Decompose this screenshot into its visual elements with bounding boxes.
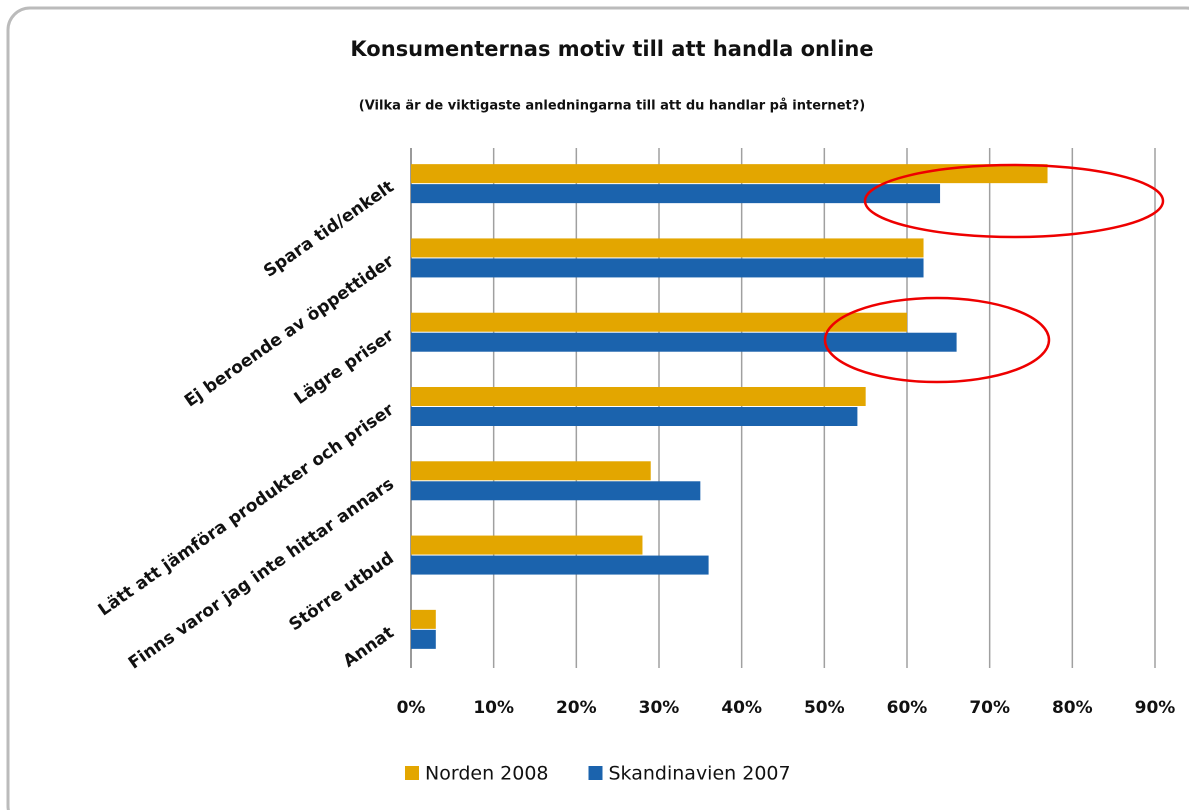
x-tick-label: 70% <box>969 698 1010 718</box>
legend-swatch <box>405 766 419 780</box>
bar <box>411 609 436 629</box>
bar <box>411 535 643 555</box>
x-tick-label: 40% <box>721 698 762 718</box>
chart-title: Konsumenternas motiv till att handla onl… <box>350 37 873 61</box>
bar <box>411 258 924 278</box>
x-tick-label: 60% <box>887 698 928 718</box>
highlight-ellipse <box>823 296 1051 384</box>
x-tick-label: 50% <box>804 698 845 718</box>
bar <box>411 184 941 204</box>
legend-swatch <box>588 766 603 780</box>
bar <box>411 164 1048 184</box>
bar <box>411 312 907 332</box>
x-tick-label: 10% <box>473 698 514 718</box>
bar <box>411 461 651 481</box>
bar <box>411 332 957 352</box>
x-tick-label: 0% <box>397 698 426 718</box>
x-tick-label: 80% <box>1052 698 1093 718</box>
legend-label: Norden 2008 <box>425 763 549 785</box>
legend-label: Skandinavien 2007 <box>609 763 791 785</box>
bar <box>411 407 858 426</box>
chart-subtitle: (Vilka är de viktigaste anledningarna ti… <box>359 99 865 114</box>
bar <box>411 629 436 649</box>
bar <box>411 555 709 575</box>
bar <box>411 481 701 501</box>
x-tick-label: 20% <box>556 698 597 718</box>
x-tick-label: 90% <box>1135 698 1176 718</box>
highlight-ellipse <box>863 163 1165 239</box>
x-tick-label: 30% <box>639 698 680 718</box>
bar <box>411 238 924 258</box>
bar <box>411 387 866 406</box>
